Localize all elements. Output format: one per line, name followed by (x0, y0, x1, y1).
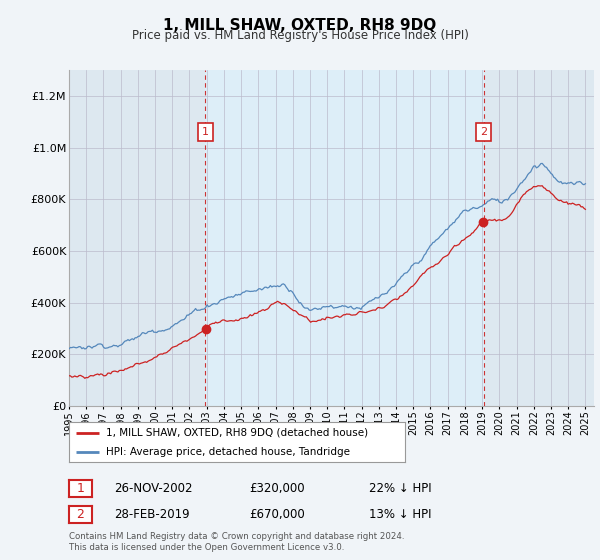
Text: 26-NOV-2002: 26-NOV-2002 (114, 482, 193, 495)
Bar (205, 70, 484, 406)
Text: Price paid vs. HM Land Registry's House Price Index (HPI): Price paid vs. HM Land Registry's House … (131, 29, 469, 42)
Text: £320,000: £320,000 (249, 482, 305, 495)
Text: 22% ↓ HPI: 22% ↓ HPI (369, 482, 431, 495)
Text: 1, MILL SHAW, OXTED, RH8 9DQ: 1, MILL SHAW, OXTED, RH8 9DQ (163, 18, 437, 33)
Text: £670,000: £670,000 (249, 507, 305, 521)
Text: 13% ↓ HPI: 13% ↓ HPI (369, 507, 431, 521)
Text: 1, MILL SHAW, OXTED, RH8 9DQ (detached house): 1, MILL SHAW, OXTED, RH8 9DQ (detached h… (106, 428, 368, 438)
Text: 1: 1 (76, 482, 85, 496)
Text: 28-FEB-2019: 28-FEB-2019 (114, 507, 190, 521)
Text: 2: 2 (76, 508, 85, 521)
Text: 2: 2 (480, 127, 487, 137)
Text: 1: 1 (202, 127, 209, 137)
Text: HPI: Average price, detached house, Tandridge: HPI: Average price, detached house, Tand… (106, 447, 350, 457)
Text: Contains HM Land Registry data © Crown copyright and database right 2024.
This d: Contains HM Land Registry data © Crown c… (69, 532, 404, 552)
